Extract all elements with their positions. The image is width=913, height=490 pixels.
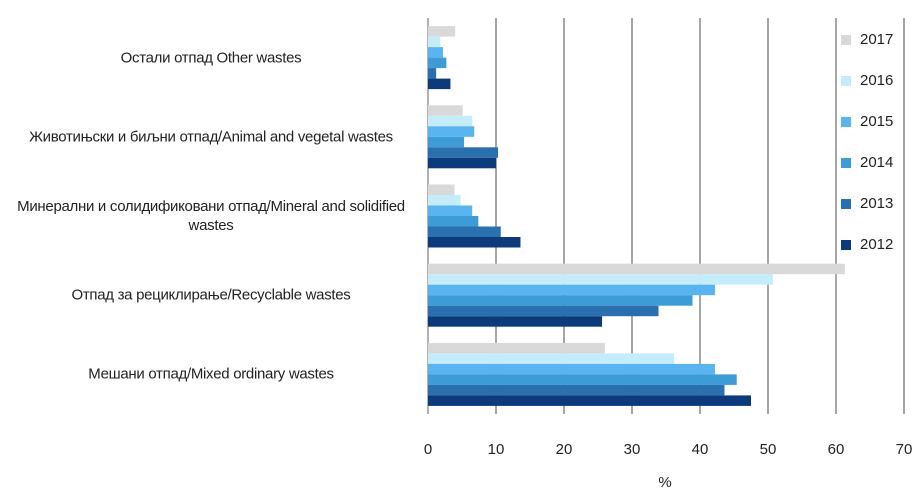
bar xyxy=(428,36,441,48)
x-tick-label: 60 xyxy=(828,441,845,458)
bar xyxy=(428,115,473,127)
bar xyxy=(428,136,465,148)
bar xyxy=(428,353,675,364)
bar xyxy=(428,147,499,158)
category-label: Минерални и солидификовани отпад/Mineral… xyxy=(17,198,405,234)
bar xyxy=(428,342,605,354)
legend-swatch xyxy=(841,35,851,45)
x-tick-label: 0 xyxy=(424,441,432,458)
bar xyxy=(428,105,463,116)
bar xyxy=(428,157,496,169)
x-tick-label: 70 xyxy=(896,441,913,458)
category-label: Животињски и биљни отпад/Animal and vege… xyxy=(29,128,393,146)
x-tick-label: 50 xyxy=(760,441,777,458)
bar xyxy=(428,205,473,216)
x-tick-label: 30 xyxy=(624,441,641,458)
legend-label: 2016 xyxy=(860,72,893,89)
bar xyxy=(428,374,737,385)
x-tick-label: 20 xyxy=(556,441,573,458)
bar xyxy=(428,384,725,396)
bar xyxy=(428,68,437,79)
bar xyxy=(428,78,451,90)
bar xyxy=(428,216,479,227)
legend-swatch xyxy=(841,76,851,86)
x-tick-label: 40 xyxy=(692,441,709,458)
x-axis-label: % xyxy=(658,474,671,490)
legend-label: 2013 xyxy=(860,195,893,212)
bar xyxy=(428,184,455,195)
bar xyxy=(428,363,715,375)
bar xyxy=(428,47,443,58)
bar xyxy=(428,316,603,327)
bar xyxy=(428,26,456,37)
legend-swatch xyxy=(841,199,851,209)
bar xyxy=(428,226,501,237)
legend-label: 2014 xyxy=(860,154,893,171)
bar xyxy=(428,305,659,317)
legend-label: 2015 xyxy=(860,113,893,130)
bar xyxy=(428,237,521,248)
category-label: Мешани отпад/Mixed ordinary wastes xyxy=(88,365,334,383)
category-label: Отпад за рециклирање/Recyclable wastes xyxy=(71,286,351,304)
category-label: Остали отпад Other wastes xyxy=(120,49,302,67)
legend-swatch xyxy=(841,158,851,168)
bar xyxy=(428,195,461,206)
legend-label: 2012 xyxy=(860,236,893,253)
bar xyxy=(428,57,447,69)
bar xyxy=(428,263,845,275)
bar xyxy=(428,395,751,406)
bar xyxy=(428,274,773,285)
bar xyxy=(428,126,475,137)
bar xyxy=(428,284,715,296)
bar xyxy=(428,295,693,306)
x-tick-label: 10 xyxy=(488,441,505,458)
legend-label: 2017 xyxy=(860,31,893,48)
legend-swatch xyxy=(841,240,851,250)
legend-swatch xyxy=(841,117,851,127)
